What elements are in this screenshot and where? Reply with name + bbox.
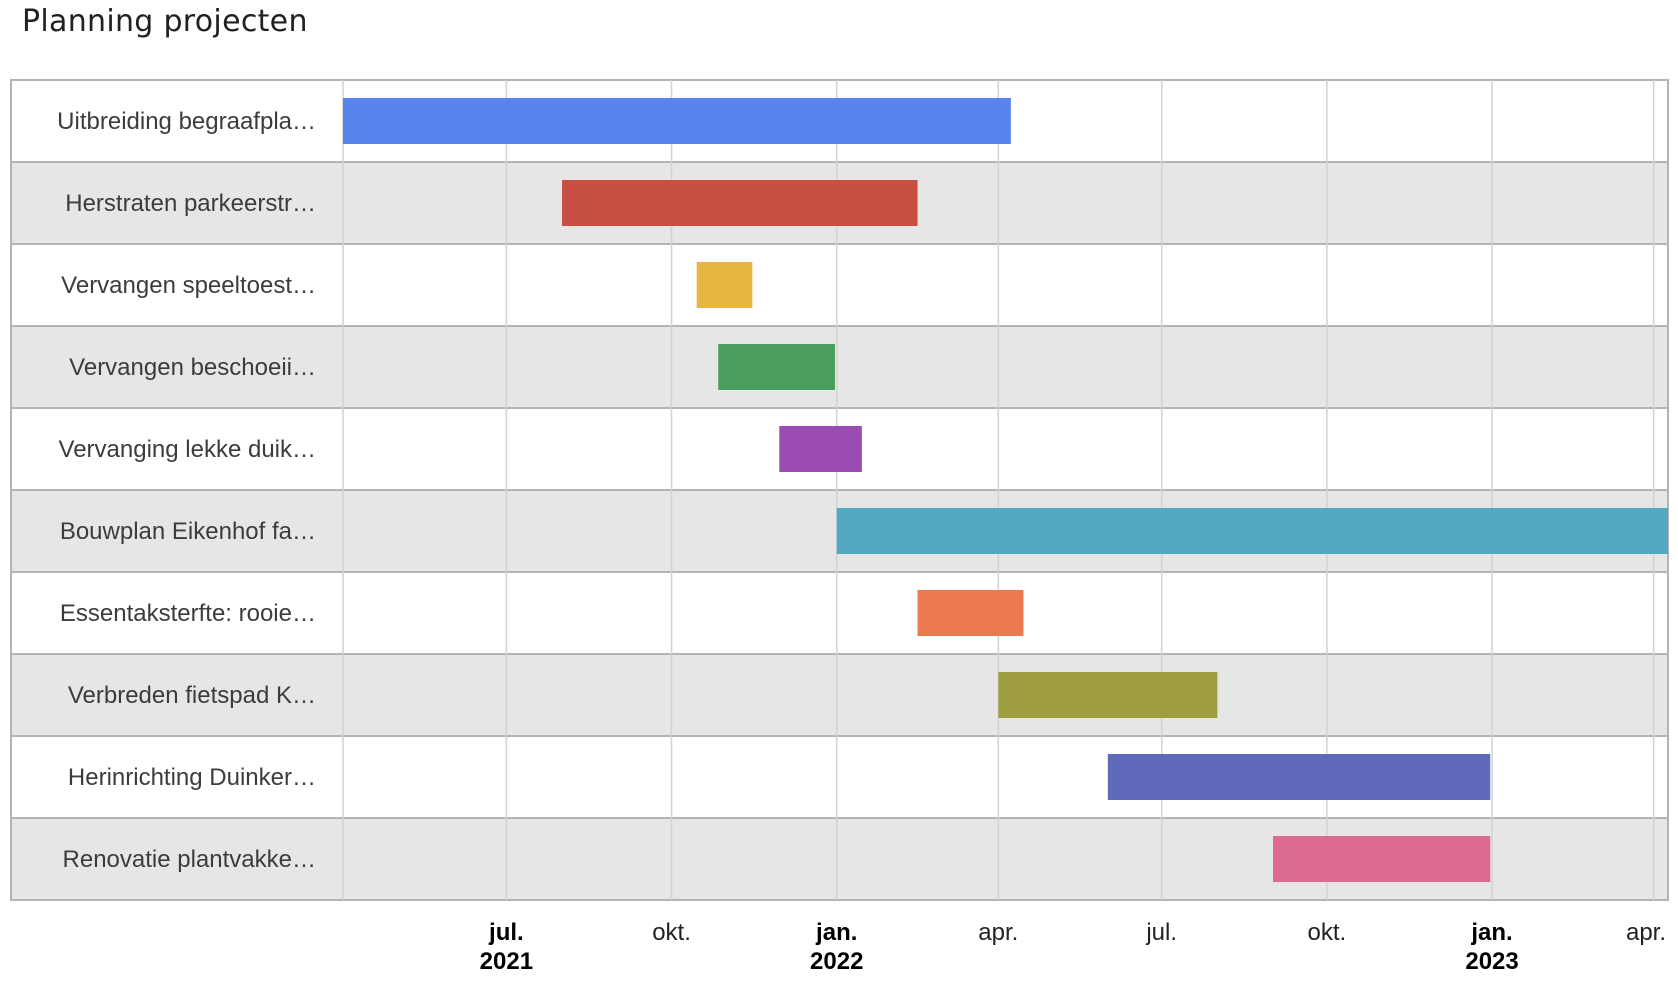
task-bar[interactable] xyxy=(779,426,862,472)
task-label: Vervangen beschoeii… xyxy=(69,354,316,381)
task-bar[interactable] xyxy=(718,344,835,390)
grid-lines xyxy=(342,80,1655,900)
task-label: Vervanging lekke duik… xyxy=(59,436,316,463)
task-bar[interactable] xyxy=(917,590,1024,636)
chart-title: Planning projecten xyxy=(22,4,308,39)
task-bar[interactable] xyxy=(562,180,918,226)
task-labels: Uitbreiding begraafpla… Herstraten parkee… xyxy=(57,108,316,873)
x-tick-label: jul. xyxy=(488,919,524,946)
row-background xyxy=(11,326,1668,408)
x-tick-year-label: 2022 xyxy=(810,948,863,975)
task-label: Bouwplan Eikenhof fa… xyxy=(60,518,316,545)
task-label: Herinrichting Duinker… xyxy=(68,764,316,791)
x-tick-label: jan. xyxy=(815,919,857,946)
task-bars xyxy=(343,98,1668,882)
task-bar[interactable] xyxy=(998,672,1218,718)
task-label: Vervangen speeltoest… xyxy=(61,272,316,299)
x-tick-label: jan. xyxy=(1470,919,1512,946)
task-label: Essentaksterfte: rooie… xyxy=(60,600,316,627)
x-tick-label: apr. xyxy=(978,919,1018,946)
task-bar[interactable] xyxy=(1273,836,1491,882)
row-background xyxy=(11,244,1668,326)
x-tick-year-label: 2021 xyxy=(480,948,533,975)
task-bar[interactable] xyxy=(696,262,753,308)
task-label: Renovatie plantvakke… xyxy=(63,846,316,873)
x-tick-label: okt. xyxy=(1308,919,1347,946)
x-tick-label: okt. xyxy=(652,919,691,946)
x-tick-label: jul. xyxy=(1145,919,1177,946)
task-bar[interactable] xyxy=(343,98,1011,144)
task-label: Verbreden fietspad K… xyxy=(68,682,316,709)
task-label: Uitbreiding begraafpla… xyxy=(57,108,316,135)
x-tick-year-label: 2023 xyxy=(1465,948,1518,975)
row-backgrounds xyxy=(10,79,1669,901)
chart-border xyxy=(10,79,1669,901)
task-bar[interactable] xyxy=(1107,754,1491,800)
row-background xyxy=(11,572,1668,654)
row-background xyxy=(11,654,1668,736)
task-bar[interactable] xyxy=(836,508,1668,554)
x-tick-label: apr. xyxy=(1626,919,1666,946)
task-label: Herstraten parkeerstr… xyxy=(65,190,316,217)
